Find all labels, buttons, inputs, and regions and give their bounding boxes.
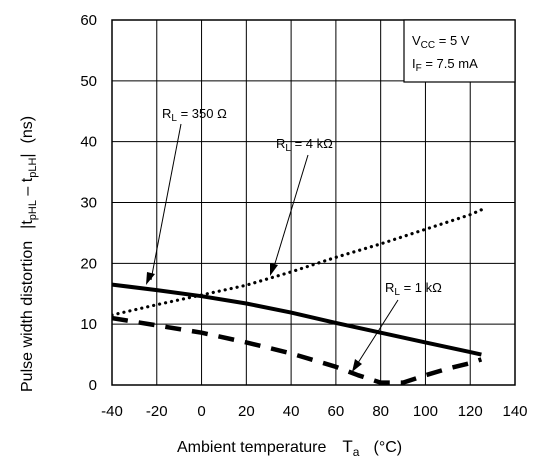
x-axis-title: Ambient temperature Ta (°C) (177, 437, 402, 459)
x-tick-label: 100 (413, 403, 438, 420)
annotation-rl-350: RL = 350 Ω (162, 106, 227, 124)
x-tick-label: 20 (238, 403, 255, 420)
x-tick-label: 140 (502, 403, 527, 420)
annotation-rl-1k: RL = 1 kΩ (385, 280, 442, 298)
y-tick-label: 60 (80, 12, 97, 29)
conditions-box (403, 19, 516, 83)
x-tick-labels: -40 -20 0 20 40 60 80 100 120 140 (101, 403, 527, 420)
condition-if: IF = 7.5 mA (412, 56, 478, 74)
series-lines (112, 208, 483, 385)
annotation-arrow-rl-4k (272, 154, 309, 271)
x-tick-label: 40 (283, 403, 300, 420)
x-tick-label: 120 (458, 403, 483, 420)
y-axis-title: Pulse width distortion|tpHL – tpLH|(ns) (19, 116, 39, 392)
annotation-arrowhead-rl-1k (352, 359, 362, 372)
y-tick-labels: 0 10 20 30 40 50 60 (80, 12, 97, 394)
annotation-arrow-rl-1k (355, 299, 399, 367)
annotation-rl-4k: RL = 4 kΩ (276, 136, 333, 154)
y-tick-label: 10 (80, 316, 97, 333)
condition-vcc: VCC = 5 V (412, 33, 470, 51)
annotation-arrowhead-rl-4k (270, 263, 278, 276)
y-tick-label: 50 (80, 73, 97, 90)
annotation-arrow-rl-350 (150, 123, 182, 281)
x-tick-label: -40 (101, 403, 123, 420)
series-line-2 (112, 208, 483, 317)
x-tick-label: 80 (372, 403, 389, 420)
plot-frame (111, 19, 516, 386)
y-tick-label: 40 (80, 134, 97, 151)
y-tick-label: 0 (89, 377, 97, 394)
series-line-1 (112, 282, 482, 357)
x-tick-label: -20 (146, 403, 168, 420)
annotation-arrowhead-rl-350 (146, 272, 155, 285)
y-tick-label: 20 (80, 255, 97, 272)
series-line-3 (112, 315, 483, 385)
y-tick-label: 30 (80, 195, 97, 212)
x-tick-label: 60 (328, 403, 345, 420)
x-tick-label: 0 (197, 403, 205, 420)
